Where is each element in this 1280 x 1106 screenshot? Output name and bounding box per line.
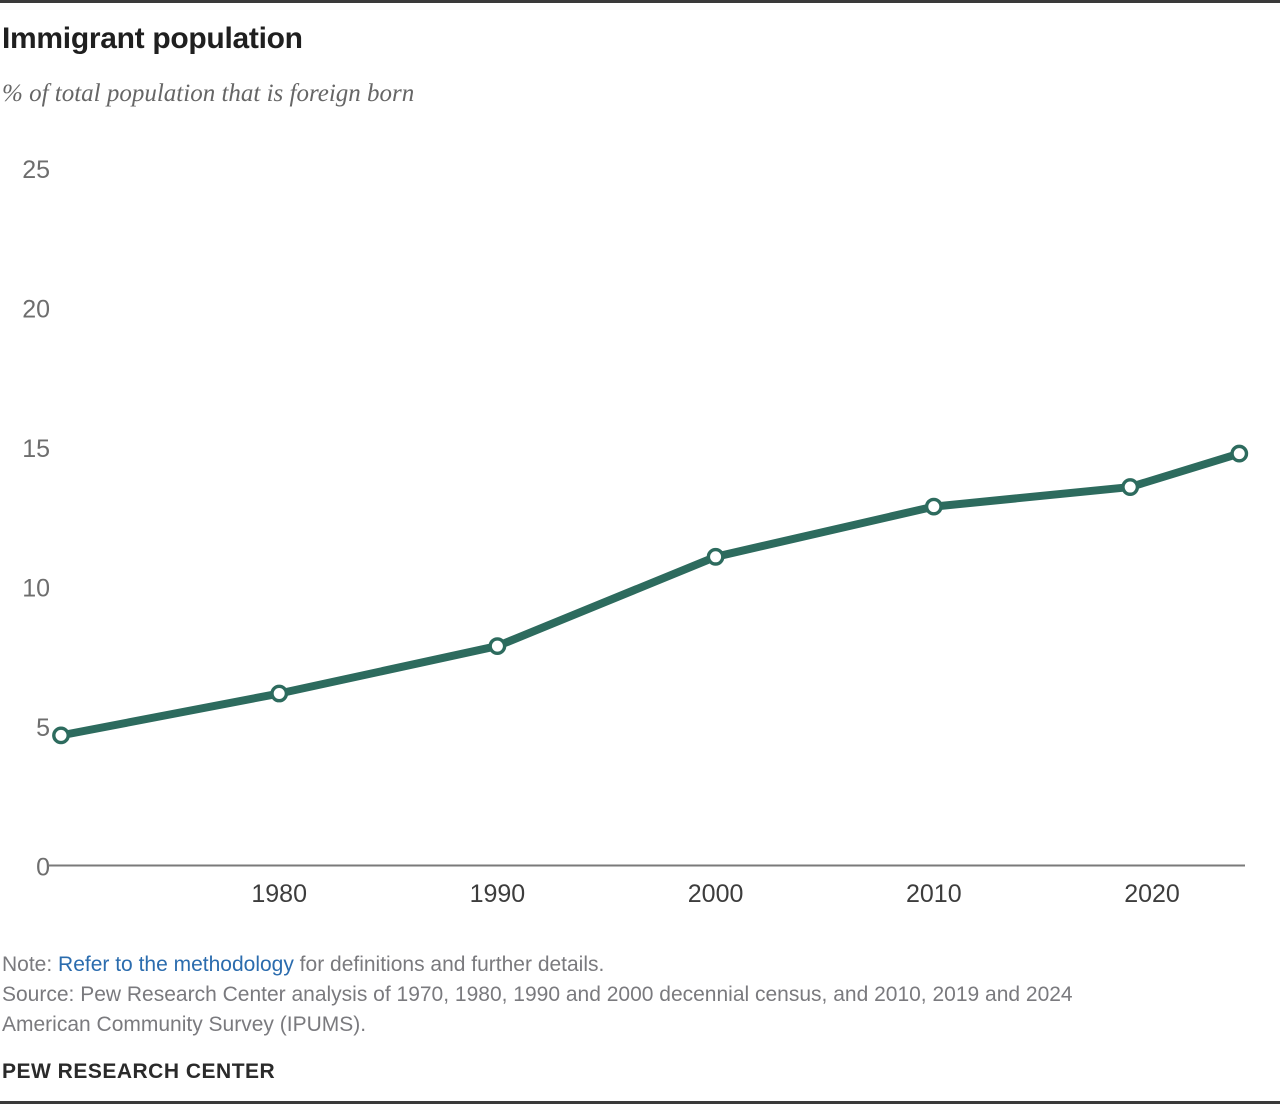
methodology-link[interactable]: Refer to the methodology [58,953,294,976]
x-tick-label: 2020 [1124,880,1180,908]
bottom-border [0,1101,1280,1104]
source-line-2: American Community Survey (IPUMS). [2,1013,367,1036]
y-tick-label: 15 [22,435,50,463]
note-prefix: Note: [2,953,59,976]
y-tick-label: 5 [36,714,50,742]
page-title: Immigrant population [2,22,303,55]
source-line-1: Source: Pew Research Center analysis of … [2,983,1073,1006]
data-point [488,637,507,655]
x-tick-label: 1990 [470,880,526,908]
data-point [924,497,943,516]
data-point [706,547,725,566]
y-tick-label: 25 [22,156,50,184]
line-chart: 0 5 10 15 20 25 1980 1990 2000 2010 2020 [22,156,1249,908]
y-tick-label: 20 [22,296,50,324]
x-tick-label: 2000 [688,880,744,908]
y-tick-label: 0 [36,854,50,882]
data-point [52,726,70,745]
pew-research-center-wordmark: PEW RESEARCH CENTER [2,1060,276,1083]
chart-note: Note: Refer to the methodology for defin… [2,950,604,980]
x-tick-label: 2010 [906,880,962,908]
note-suffix: for definitions and further details. [293,953,605,976]
chart-source: Source: Pew Research Center analysis of … [2,980,1073,1040]
data-point [270,684,289,703]
data-point [1230,444,1249,463]
y-tick-label: 10 [22,575,50,603]
x-tick-label: 1980 [251,880,307,908]
trend-line [60,449,1241,740]
top-border [0,0,1280,3]
chart-subtitle: % of total population that is foreign bo… [2,80,415,107]
data-point [1121,478,1140,496]
